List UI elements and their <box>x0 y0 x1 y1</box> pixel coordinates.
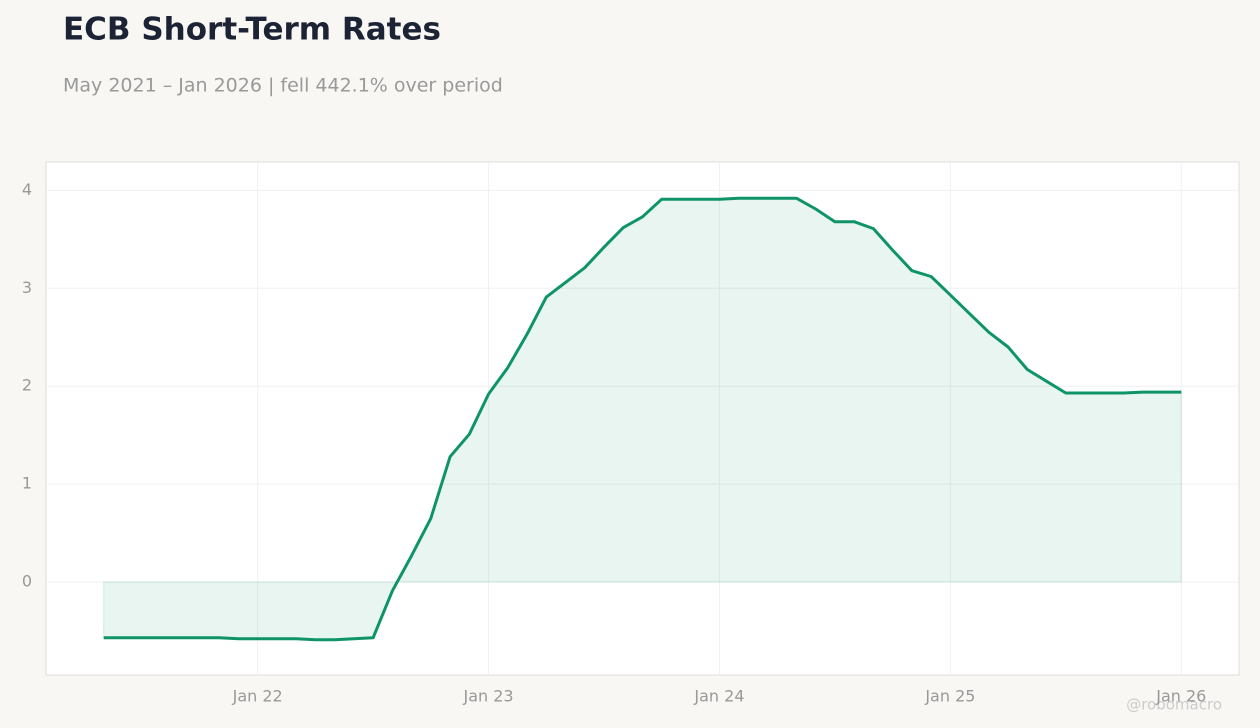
x-tick-label: Jan 25 <box>924 687 975 706</box>
chart-title: ECB Short-Term Rates <box>63 12 441 48</box>
plot-area <box>45 161 1240 676</box>
y-tick-label: 0 <box>22 571 32 590</box>
y-tick-label: 1 <box>22 474 32 493</box>
y-tick-label: 4 <box>22 180 32 199</box>
x-tick-label: Jan 22 <box>232 687 283 706</box>
y-tick-label: 3 <box>22 278 32 297</box>
chart-subtitle: May 2021 – Jan 2026 | fell 442.1% over p… <box>63 75 503 97</box>
y-tick-label: 2 <box>22 376 32 395</box>
watermark: @robomacro <box>1126 696 1222 714</box>
x-tick-label: Jan 24 <box>693 687 744 706</box>
x-tick-label: Jan 23 <box>463 687 514 706</box>
x-tick-label: Jan 26 <box>1155 687 1206 706</box>
line <box>103 196 1182 642</box>
